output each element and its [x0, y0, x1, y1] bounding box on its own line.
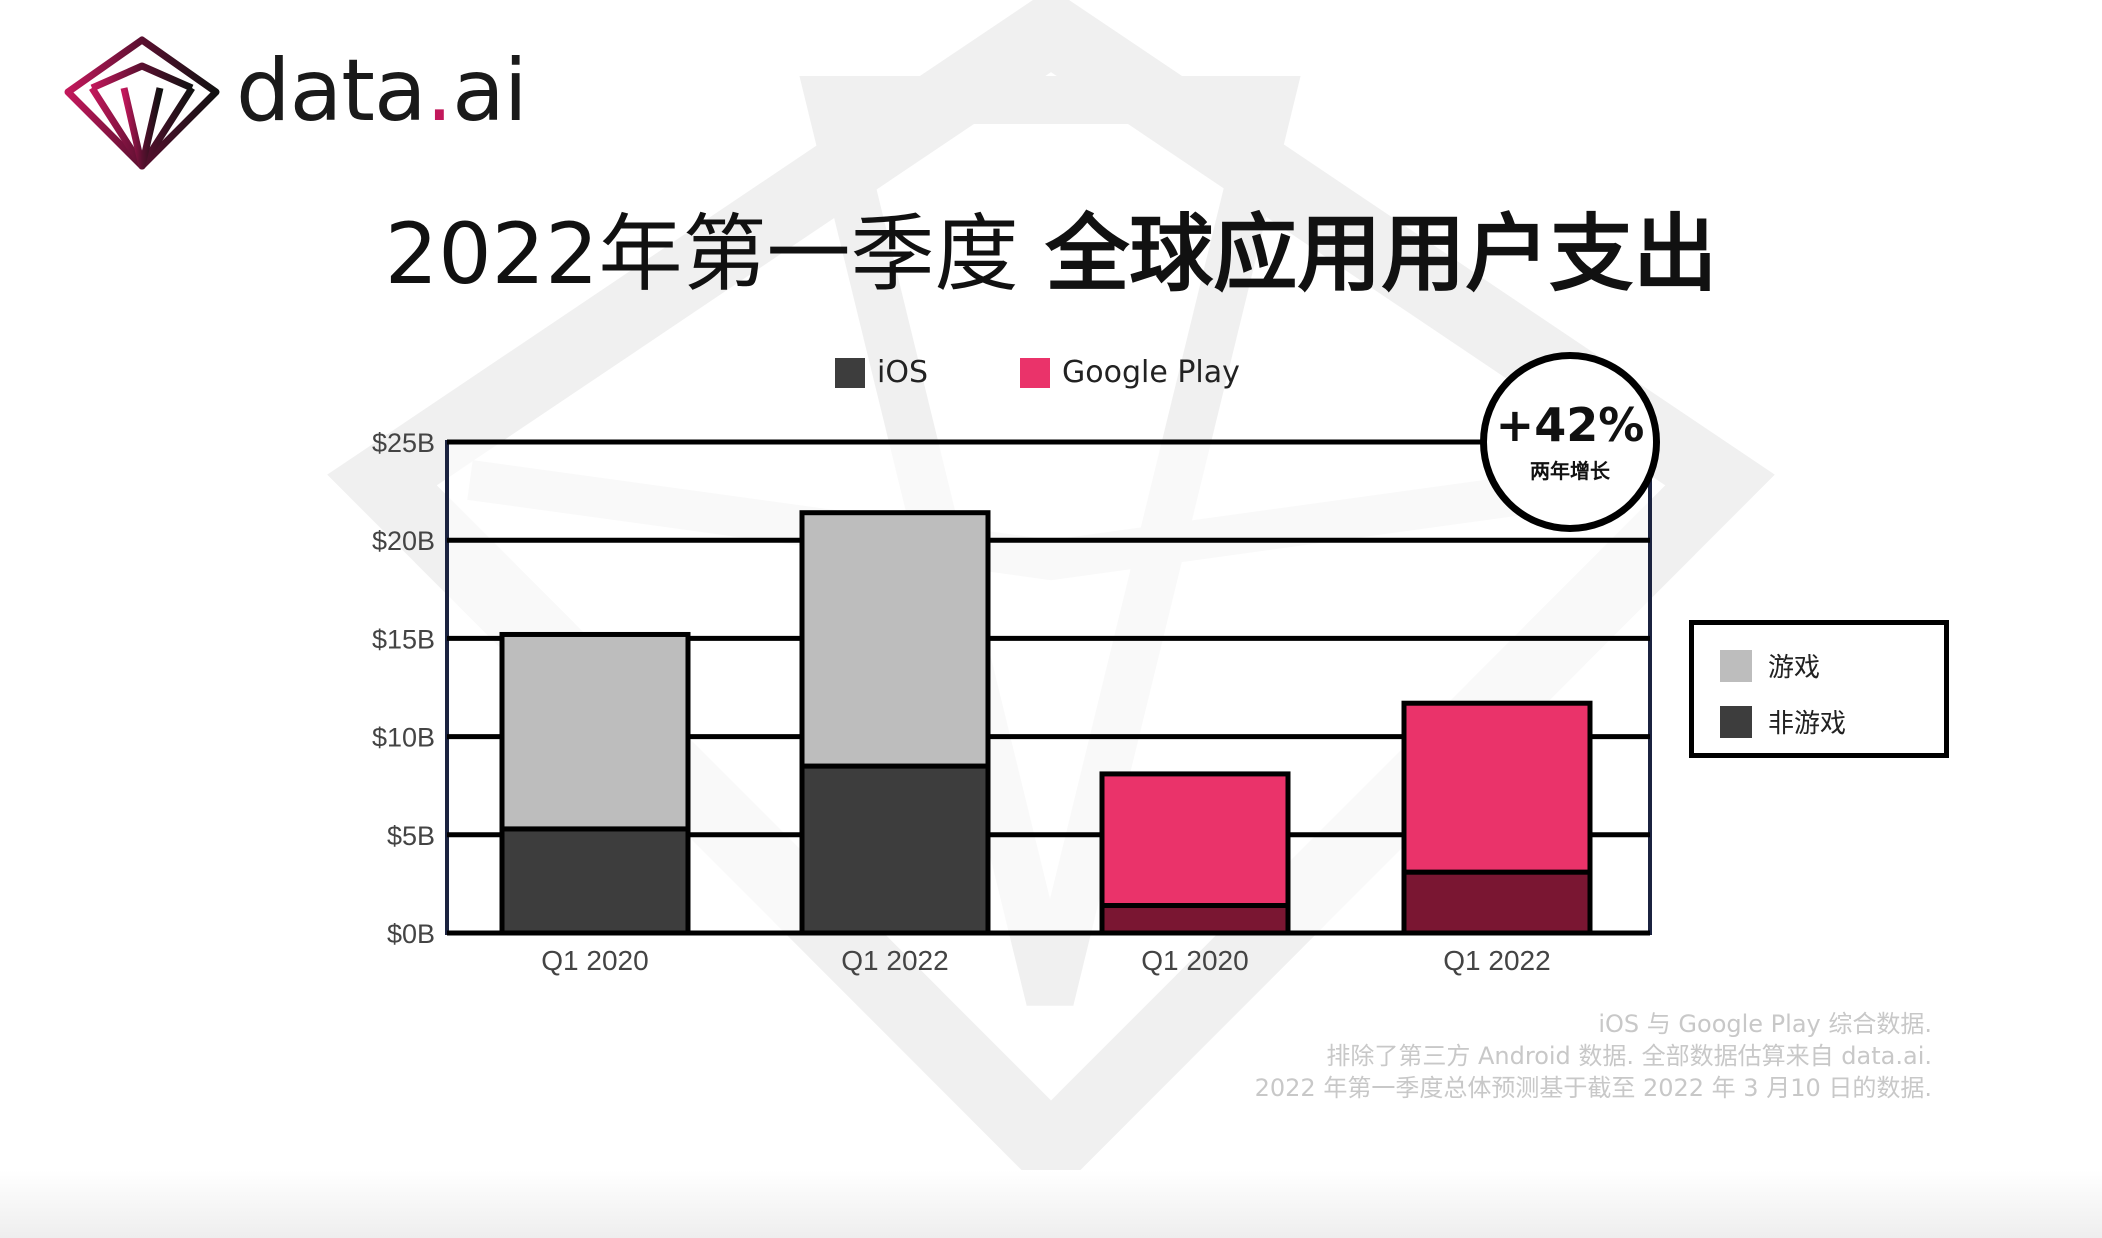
x-tick-label: Q1 2022	[1443, 945, 1550, 976]
y-tick-label: $20B	[372, 526, 435, 556]
y-tick-label: $25B	[372, 428, 435, 458]
legend-item-games: 游戏	[1720, 647, 1820, 684]
legend-item-google-play: Google Play	[1020, 355, 1240, 390]
footnote-line: 2022 年第一季度总体预测基于截至 2022 年 3 月10 日的数据.	[1254, 1074, 1932, 1102]
legend-swatch-games	[1720, 649, 1752, 682]
bar-segment	[1099, 771, 1291, 909]
footnotes: iOS 与 Google Play 综合数据. 排除了第三方 Android 数…	[1255, 1008, 1932, 1104]
legend-swatch-google-play	[1020, 357, 1050, 388]
y-tick-label: $0B	[387, 919, 435, 949]
bar-segment	[799, 510, 991, 769]
legend-item-non-games: 非游戏	[1720, 703, 1846, 740]
bar-segment	[799, 763, 991, 936]
x-tick-label: Q1 2020	[1141, 945, 1248, 976]
legend-label-non-games: 非游戏	[1768, 709, 1847, 739]
app-type-legend: 游戏 非游戏	[1689, 620, 1949, 758]
bar-segment	[499, 826, 691, 936]
footnote-line: 排除了第三方 Android 数据. 全部数据估算来自 data.ai.	[1326, 1042, 1932, 1070]
growth-value: +42%	[1495, 398, 1645, 453]
legend-label-google-play: Google Play	[1062, 355, 1240, 390]
legend-swatch-ios	[835, 357, 865, 388]
chart-title: 2022年第一季度 全球应用用户支出	[0, 208, 2102, 300]
title-bold: 全球应用用户支出	[1045, 205, 1718, 303]
footnote-line: iOS 与 Google Play 综合数据.	[1598, 1010, 1932, 1038]
legend-label-games: 游戏	[1768, 653, 1821, 683]
diamond-logo-icon	[64, 36, 220, 170]
y-tick-label: $5B	[387, 821, 435, 851]
bar-segment	[499, 631, 691, 832]
y-tick-label: $10B	[372, 723, 435, 753]
growth-badge: +42% 两年增长	[1480, 352, 1660, 532]
growth-label: 两年增长	[1530, 458, 1610, 483]
y-tick-label: $15B	[372, 624, 435, 654]
title-regular: 2022年第一季度	[384, 205, 1019, 303]
legend-label-ios: iOS	[877, 355, 928, 390]
bottom-shade	[0, 1170, 2102, 1238]
bar-segment	[1401, 869, 1593, 936]
bar-segment	[1401, 700, 1593, 875]
legend-swatch-non-games	[1720, 705, 1752, 738]
x-tick-label: Q1 2020	[541, 945, 648, 976]
legend-item-ios: iOS	[835, 355, 928, 390]
brand-wordmark: data.ai	[236, 41, 528, 141]
bar-segment	[1099, 903, 1291, 936]
x-tick-label: Q1 2022	[841, 945, 948, 976]
